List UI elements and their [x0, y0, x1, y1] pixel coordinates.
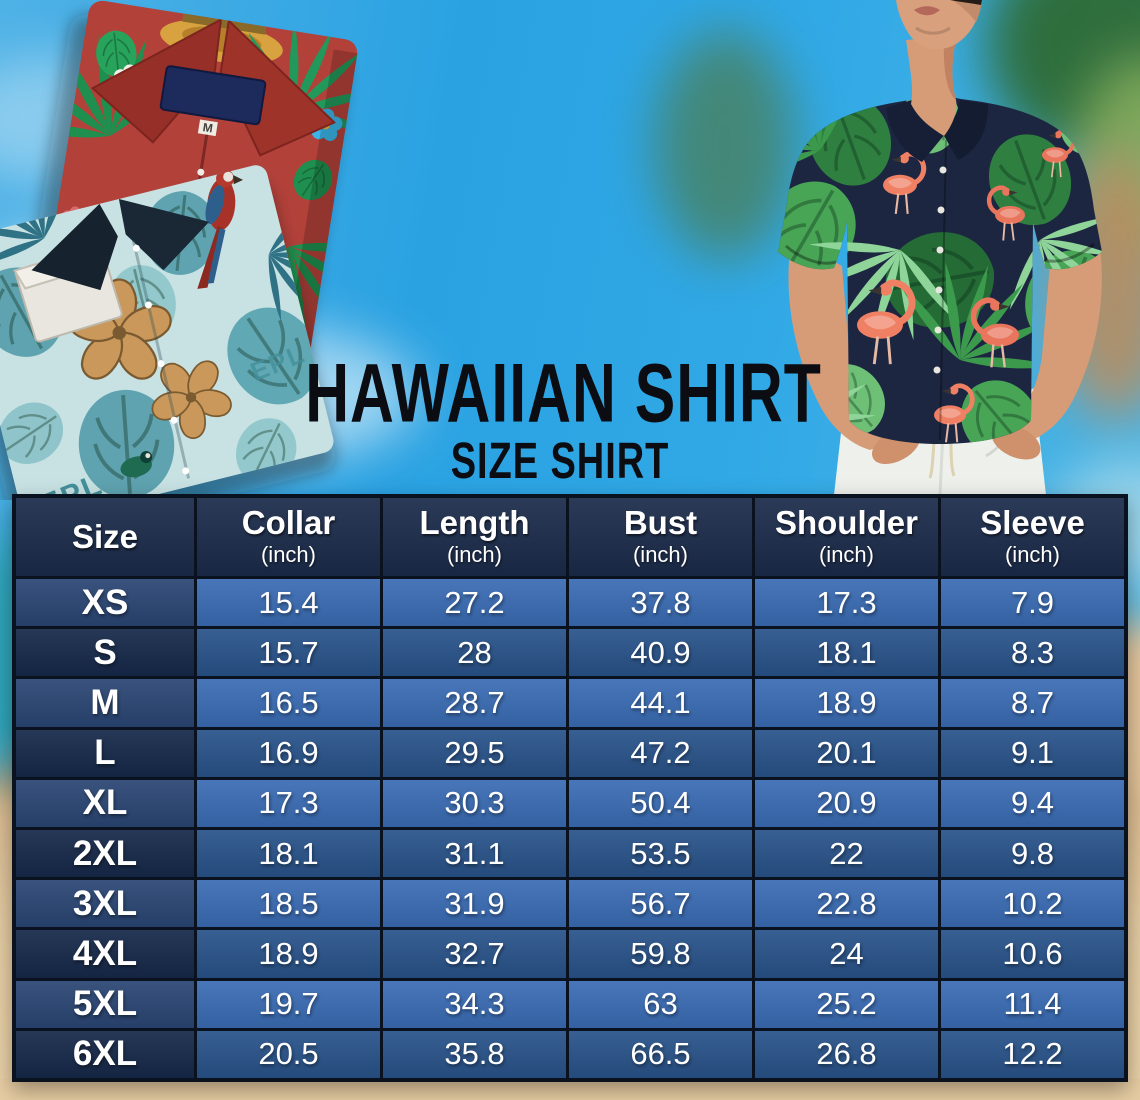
table-cell: 16.5 [197, 679, 380, 727]
table-cell: 53.5 [569, 830, 752, 878]
model-photo [778, 0, 1102, 495]
table-cell: 28 [383, 629, 566, 677]
table-cell: 27.2 [383, 579, 566, 627]
column-unit: (inch) [632, 542, 688, 568]
table-cell: 40.9 [569, 629, 752, 677]
table-cell: 17.3 [755, 579, 938, 627]
table-cell: 16.9 [197, 729, 380, 777]
table-cell: 8.3 [941, 629, 1124, 677]
table-cell: 63 [569, 980, 752, 1028]
column-header-length: Length (inch) [383, 498, 566, 576]
table-cell: 10.6 [941, 930, 1124, 978]
table-cell: 44.1 [569, 679, 752, 727]
table-cell: 32.7 [383, 930, 566, 978]
column-header-sleeve: Sleeve (inch) [941, 498, 1124, 576]
table-cell: 59.8 [569, 930, 752, 978]
column-unit: (inch) [446, 542, 502, 568]
title-block: HAWAIIAN SHIRT SIZE SHIRT [300, 346, 822, 489]
table-cell: 15.7 [197, 629, 380, 677]
size-label-cell: 4XL [16, 930, 194, 978]
column-label: Collar [241, 503, 336, 541]
table-cell: 22.8 [755, 880, 938, 928]
size-label-cell: 2XL [16, 830, 194, 878]
table-cell: 66.5 [569, 1030, 752, 1078]
table-cell: 19.7 [197, 980, 380, 1028]
table-cell: 18.1 [197, 830, 380, 878]
table-cell: 35.8 [383, 1030, 566, 1078]
table-cell: 20.5 [197, 1030, 380, 1078]
table-cell: 37.8 [569, 579, 752, 627]
table-cell: 18.9 [197, 930, 380, 978]
bird-illustration [120, 451, 153, 478]
page-title: HAWAIIAN SHIRT [305, 347, 822, 441]
folded-shirts-photo: M [0, 0, 360, 500]
table-cell: 8.7 [941, 679, 1124, 727]
table-cell: 11.4 [941, 980, 1124, 1028]
size-label-cell: XL [16, 779, 194, 827]
column-header-size: Size [16, 498, 194, 576]
page-subtitle: SIZE SHIRT [450, 433, 670, 490]
size-label-cell: 6XL [16, 1030, 194, 1078]
table-cell: 15.4 [197, 579, 380, 627]
table-cell: 28.7 [383, 679, 566, 727]
size-label-cell: S [16, 629, 194, 677]
column-header-collar: Collar (inch) [197, 498, 380, 576]
size-chart-table: Size Collar (inch) Length (inch) Bust (inch… [12, 494, 1128, 1082]
table-cell: 7.9 [941, 579, 1124, 627]
table-cell: 56.7 [569, 880, 752, 928]
size-label-cell: 3XL [16, 880, 194, 928]
column-label: Sleeve [980, 503, 1085, 541]
size-label-cell: L [16, 729, 194, 777]
table-cell: 20.1 [755, 729, 938, 777]
column-unit: (inch) [1004, 542, 1060, 568]
table-cell: 25.2 [755, 980, 938, 1028]
table-cell: 29.5 [383, 729, 566, 777]
table-cell: 34.3 [383, 980, 566, 1028]
shirt-pattern [778, 96, 1102, 444]
table-cell: 20.9 [755, 779, 938, 827]
table-cell: 31.9 [383, 880, 566, 928]
column-header-shoulder: Shoulder (inch) [755, 498, 938, 576]
red-shirt-size-tag: M [202, 120, 214, 135]
parrot-illustration [197, 169, 244, 289]
table-cell: 18.1 [755, 629, 938, 677]
size-label-cell: XS [16, 579, 194, 627]
table-cell: 31.1 [383, 830, 566, 878]
table-cell: 18.9 [755, 679, 938, 727]
palm-foliage-blur [655, 30, 795, 260]
table-cell: 9.8 [941, 830, 1124, 878]
column-label: Length [419, 503, 530, 541]
table-cell: 22 [755, 830, 938, 878]
table-cell: 17.3 [197, 779, 380, 827]
column-header-bust: Bust (inch) [569, 498, 752, 576]
column-unit: (inch) [818, 542, 874, 568]
sand-strip [0, 1078, 1140, 1100]
size-label-cell: 5XL [16, 980, 194, 1028]
table-cell: 47.2 [569, 729, 752, 777]
table-cell: 18.5 [197, 880, 380, 928]
table-cell: 30.3 [383, 779, 566, 827]
column-label: Bust [623, 503, 698, 541]
table-cell: 9.1 [941, 729, 1124, 777]
column-label: Size [71, 517, 139, 555]
table-cell: 9.4 [941, 779, 1124, 827]
column-label: Shoulder [774, 503, 918, 541]
table-cell: 26.8 [755, 1030, 938, 1078]
size-label-cell: M [16, 679, 194, 727]
table-cell: 12.2 [941, 1030, 1124, 1078]
table-cell: 50.4 [569, 779, 752, 827]
table-cell: 24 [755, 930, 938, 978]
table-cell: 10.2 [941, 880, 1124, 928]
model-face-neck [886, 0, 988, 162]
column-unit: (inch) [260, 542, 316, 568]
